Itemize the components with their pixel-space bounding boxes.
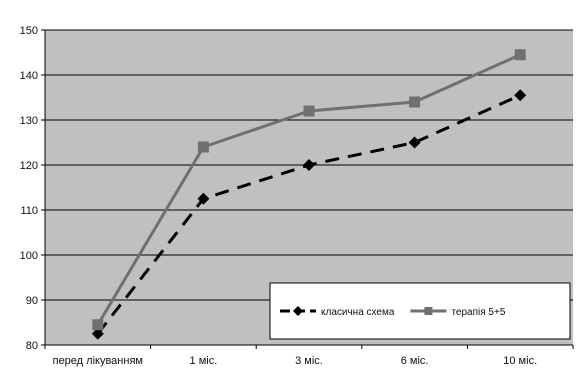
data-point-s0-2 [303, 159, 315, 171]
x-tick-label: 10 міс. [503, 355, 537, 367]
legend-entry-1: терапія 5+5 [410, 307, 506, 318]
legend-swatch-marker [293, 306, 303, 316]
series-1 [92, 49, 526, 331]
y-tick-label: 100 [20, 250, 38, 262]
legend-label: класична схема [321, 307, 395, 318]
data-point-s1-2 [303, 105, 315, 117]
data-point-s1-1 [197, 141, 209, 153]
y-tick-label: 90 [26, 295, 38, 307]
y-tick-label: 80 [26, 340, 38, 352]
y-tick-label: 130 [20, 115, 38, 127]
data-point-s1-3 [409, 96, 421, 108]
x-tick-label: перед лікуванням [53, 355, 143, 367]
legend-swatch-marker [424, 307, 433, 315]
legend: класична схема терапія 5+5 [269, 282, 571, 340]
series-layer [91, 49, 527, 340]
series-0 [91, 89, 527, 340]
data-point-s1-0 [92, 319, 104, 331]
data-point-s0-1 [197, 192, 210, 205]
y-tick-label: 140 [20, 70, 38, 82]
y-tick-label: 120 [20, 160, 38, 172]
y-tick-label: 150 [20, 25, 38, 37]
y-tick-label: 110 [20, 205, 38, 217]
x-axis-ticks: перед лікуванням 1 міс. 3 міс. 6 міс. 10 міс… [44, 345, 574, 367]
x-tick-label: 6 міс. [401, 355, 429, 367]
data-point-s0-4 [514, 89, 527, 102]
x-tick-label: 1 міс. [190, 355, 218, 367]
data-point-s0-3 [408, 136, 421, 149]
data-point-s1-4 [514, 49, 526, 61]
x-tick-label: 3 міс. [295, 355, 323, 367]
legend-entry-0: класична схема [280, 306, 395, 318]
y-axis-ticks: 80 90 100 110 120 130 140 150 [20, 25, 45, 352]
axes [44, 30, 573, 346]
data-point-s0-0 [91, 327, 104, 340]
legend-label: терапія 5+5 [451, 307, 505, 318]
